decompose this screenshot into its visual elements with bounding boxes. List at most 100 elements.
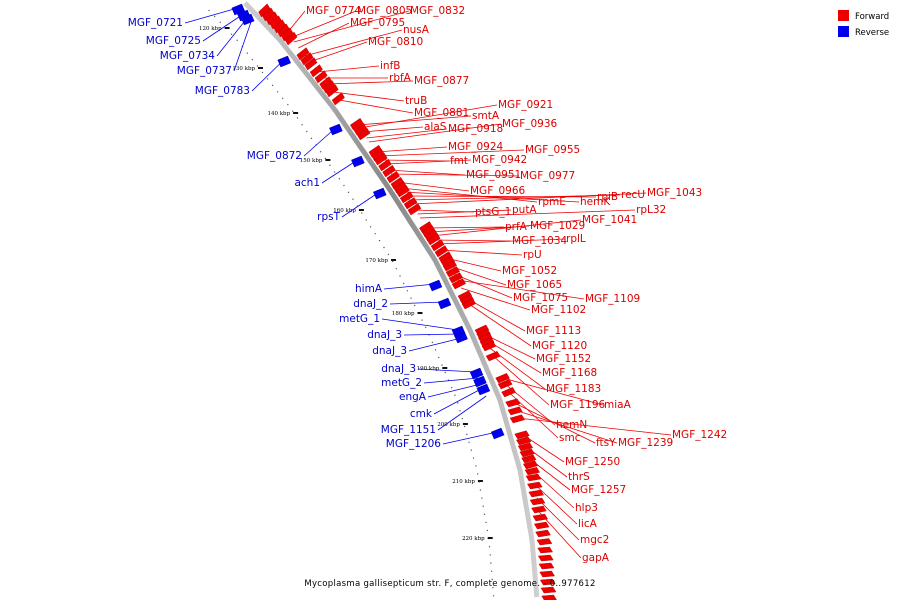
forward-leader-line [460,287,531,311]
forward-gene-label: rpU [523,249,542,261]
reverse-gene-label: metG_2 [381,377,422,389]
forward-gene-label: MGF_0774 [306,5,362,17]
forward-leader-line [400,187,538,203]
forward-leader-line [492,355,550,406]
reverse-leader-line [408,337,462,352]
forward-gene-label: MGF_0805 [357,5,412,17]
forward-leader-line [431,219,582,237]
reverse-leader-line [202,13,244,42]
reverse-leader-line [433,387,484,415]
tick-mark [391,259,396,261]
reverse-gene [490,427,505,440]
forward-leader-line [426,226,505,229]
forward-gene-label: nusA [403,24,430,36]
reverse-gene-labels: MGF_0721 MGF_0725 MGF_0734 MGF_0737 MGF_0783… [128,17,442,450]
reverse-leader-line [233,21,252,72]
reverse-leader-line [423,377,479,384]
forward-gene [407,203,422,216]
forward-leader-line [326,80,414,85]
reverse-gene-label: MGF_0725 [146,35,201,47]
forward-gene-label: MGF_0924 [448,141,504,153]
forward-leader-line [502,377,604,406]
forward-gene [442,260,457,272]
forward-leader-line [436,238,566,245]
forward-gene [325,84,339,98]
forward-gene [350,117,364,131]
forward-leader-line [293,10,410,43]
forward-gene-label: MGF_1120 [532,340,587,352]
tick-mark [224,27,230,29]
forward-gene-label: MGF_1102 [531,304,586,316]
tick-mark [477,480,483,482]
reverse-gene-label: MGF_0737 [177,65,232,77]
tick-label: 150 kbp [300,158,323,164]
forward-gene-label: smtA [472,110,500,122]
forward-leader-line [504,383,556,426]
tick-label: 210 kbp [452,479,475,485]
forward-gene [457,290,472,302]
forward-gene-labels: MGF_0774MGF_0805MGF_0832MGF_0795nusAMGF_… [306,5,727,564]
forward-gene-label: MGF_1242 [672,429,727,441]
forward-gene [540,586,557,594]
forward-leader-line [381,159,450,162]
forward-gene [525,473,542,482]
forward-gene-label: MGF_0942 [472,154,527,166]
reverse-gene-label: dnaJ_3 [367,329,402,341]
reverse-leader-line [303,127,336,157]
tick-mark [462,423,468,425]
tick-mark [358,209,364,211]
forward-gene-label: MGF_1065 [507,279,562,291]
tick-label: 160 kbp [333,208,356,214]
forward-leader-line [517,417,672,436]
forward-gene-label: MGF_1196 [550,399,606,411]
forward-gene-label: MGF_1250 [565,456,620,468]
forward-gene-label: MGF_1109 [585,293,640,305]
forward-gene [539,578,556,586]
forward-leader-line [419,209,636,219]
forward-gene-label: rplL [566,233,586,245]
forward-gene-label: ptsG_1 [475,206,511,218]
forward-gene [296,47,310,61]
forward-leader-line [375,146,448,153]
reverse-gene [476,383,491,396]
reverse-gene-label: dnaJ_3 [381,363,416,375]
forward-gene-label: MGF_1041 [582,214,637,226]
forward-leader-line [456,279,585,300]
forward-leader-line [378,149,525,157]
forward-leader-line [445,257,502,272]
forward-leader-line [514,409,618,444]
reverse-gene-label: MGF_1206 [386,438,442,450]
inner-ring-dots [208,9,495,599]
forward-gene-label: MGF_0966 [470,185,526,197]
forward-gene-label: thrS [568,471,590,483]
forward-gene-label: MGF_1239 [618,437,673,449]
forward-gene-label: infB [380,60,400,72]
forward-gene [539,570,555,578]
tick-mark [487,537,493,539]
forward-gene [537,554,554,562]
forward-gene-label: MGF_0977 [520,170,575,182]
reverse-leader-line [341,191,380,218]
forward-gene-label: MGF_0936 [502,118,558,130]
forward-gene-label: MGF_1043 [647,187,702,199]
forward-leader-line [524,445,568,478]
forward-gene-label: MGF_1257 [571,484,626,496]
reverse-gene-label: engA [399,391,427,403]
reverse-gene [373,187,387,200]
forward-gene [521,454,537,464]
reverse-gene [469,367,484,380]
forward-gene [514,430,530,440]
forward-gene-label: rpmE [538,196,566,208]
legend: Forward Reverse [838,10,889,38]
forward-leader-line [483,333,536,360]
forward-leader-line [534,483,578,525]
forward-gene [399,191,414,204]
forward-gene [537,546,553,554]
forward-gene [535,529,551,538]
inner-dotted-ring [208,9,495,599]
forward-gene [505,398,521,408]
forward-gene-label: hemK [580,196,611,208]
forward-gene-label: recU [621,189,645,201]
forward-leader-line [298,22,350,49]
